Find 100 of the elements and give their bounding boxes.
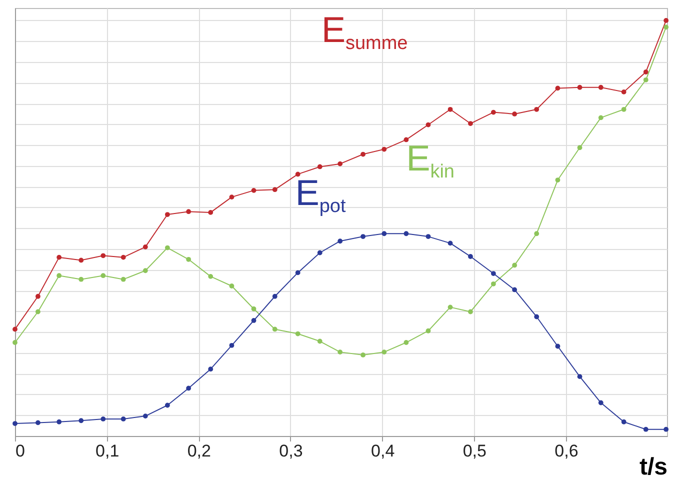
point bbox=[164, 245, 170, 250]
point bbox=[664, 18, 669, 23]
point bbox=[621, 419, 626, 424]
point bbox=[229, 284, 234, 288]
point bbox=[643, 426, 648, 432]
point bbox=[208, 210, 214, 215]
point bbox=[317, 338, 322, 344]
point bbox=[490, 281, 496, 286]
point bbox=[338, 238, 343, 244]
point bbox=[468, 121, 473, 126]
point bbox=[577, 145, 582, 150]
point bbox=[12, 326, 18, 332]
point bbox=[12, 421, 18, 426]
point bbox=[317, 164, 322, 170]
point bbox=[555, 344, 560, 349]
point bbox=[56, 273, 62, 278]
x-tick-label: 0,4 bbox=[371, 442, 395, 460]
point bbox=[643, 77, 648, 82]
point bbox=[142, 414, 148, 418]
point bbox=[598, 115, 604, 120]
point bbox=[120, 276, 126, 282]
point bbox=[448, 304, 453, 310]
point bbox=[577, 84, 582, 90]
point bbox=[272, 294, 278, 299]
point bbox=[251, 306, 256, 312]
point bbox=[555, 86, 560, 91]
point bbox=[577, 374, 582, 380]
point bbox=[360, 234, 366, 239]
point bbox=[534, 231, 540, 236]
point bbox=[426, 234, 431, 239]
point bbox=[251, 188, 256, 193]
x-tick-label: 0 bbox=[16, 442, 25, 460]
point bbox=[426, 328, 431, 334]
point bbox=[468, 254, 473, 259]
point bbox=[295, 270, 300, 276]
point bbox=[142, 268, 148, 274]
point bbox=[512, 287, 518, 292]
point bbox=[78, 276, 84, 282]
point bbox=[100, 253, 106, 258]
point bbox=[142, 244, 148, 250]
point bbox=[382, 231, 387, 236]
point bbox=[338, 161, 343, 166]
x-tick-label: 0,1 bbox=[96, 442, 120, 460]
point bbox=[448, 106, 453, 112]
point bbox=[555, 178, 560, 182]
point bbox=[295, 331, 300, 336]
point bbox=[360, 352, 366, 358]
point bbox=[120, 416, 126, 422]
point bbox=[100, 273, 106, 278]
point bbox=[664, 24, 669, 30]
x-tick-label: 0,6 bbox=[554, 442, 578, 460]
point bbox=[36, 420, 40, 426]
point bbox=[317, 250, 322, 256]
point bbox=[186, 209, 192, 214]
point bbox=[534, 314, 540, 320]
point bbox=[56, 254, 62, 260]
x-tick-label: 0,2 bbox=[187, 442, 211, 460]
point bbox=[598, 400, 604, 406]
point bbox=[12, 340, 18, 345]
point bbox=[512, 112, 518, 116]
point bbox=[404, 340, 409, 345]
point bbox=[490, 271, 496, 276]
point bbox=[534, 106, 540, 112]
point bbox=[78, 258, 84, 263]
point bbox=[382, 146, 387, 152]
point bbox=[490, 110, 496, 115]
point bbox=[643, 70, 648, 74]
point bbox=[120, 254, 126, 260]
point bbox=[56, 419, 62, 424]
point bbox=[36, 294, 40, 299]
point bbox=[186, 386, 192, 391]
point bbox=[164, 402, 170, 408]
point bbox=[426, 122, 431, 128]
point bbox=[382, 350, 387, 355]
point bbox=[448, 240, 453, 246]
point bbox=[512, 262, 518, 268]
point bbox=[186, 256, 192, 262]
point bbox=[360, 152, 366, 157]
point bbox=[229, 194, 234, 200]
x-tick-label: 0,3 bbox=[279, 442, 303, 460]
point bbox=[468, 309, 473, 314]
point bbox=[229, 342, 234, 348]
point bbox=[598, 84, 604, 90]
point bbox=[272, 187, 278, 192]
x-tick-label: 0,5 bbox=[462, 442, 486, 460]
point bbox=[404, 137, 409, 142]
point bbox=[100, 416, 106, 422]
point bbox=[295, 172, 300, 177]
point bbox=[208, 274, 214, 279]
point bbox=[272, 326, 278, 332]
point bbox=[664, 426, 669, 432]
point bbox=[338, 350, 343, 355]
x-axis-title: t/s bbox=[639, 454, 668, 480]
point bbox=[164, 212, 170, 217]
point bbox=[78, 418, 84, 424]
point bbox=[621, 89, 626, 94]
point bbox=[251, 318, 256, 323]
point bbox=[621, 106, 626, 112]
point bbox=[404, 231, 409, 236]
point bbox=[36, 309, 40, 314]
